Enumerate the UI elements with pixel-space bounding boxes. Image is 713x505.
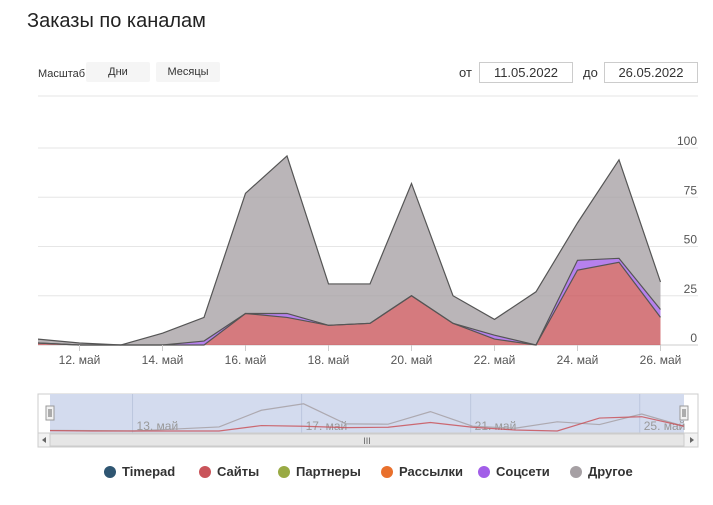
x-tick-label: 24. май [557,353,599,367]
legend-item[interactable]: Соцсети [478,462,550,482]
scroll-right-arrow-icon[interactable] [690,437,694,443]
navigator-tick-label: 17. май [306,419,348,433]
navigator-tick-label: 25. май [644,419,686,433]
x-tick-label: 14. май [142,353,184,367]
legend-marker-icon [570,466,582,478]
range-from-label: от [459,65,472,80]
series-line-Другое [38,154,662,346]
y-tick-label: 0 [690,331,697,345]
navigator-line-Сайты [49,416,685,432]
scrollbar-grip: III [363,436,371,446]
legend-item[interactable]: Рассылки [381,462,463,482]
x-tick-label: 22. май [474,353,516,367]
legend-marker-icon [104,466,116,478]
x-tick-label: 12. май [59,353,101,367]
orders-chart: 0 25 50 75 100 12. май 14. май 16. май 18. май 2… [37,95,699,448]
legend-item[interactable]: Другое [570,462,633,482]
legend-marker-icon [478,466,490,478]
legend-marker-icon [381,466,393,478]
legend-marker-icon [278,466,290,478]
x-tick-label: 26. май [640,353,682,367]
legend-label: Партнеры [296,464,361,479]
y-tick-label: 75 [684,183,698,197]
series-areas [38,154,662,346]
zoom-days-button[interactable]: Дни [86,62,150,82]
navigator-line-Другое [49,403,685,432]
scrollbar-thumb[interactable] [49,433,685,447]
y-tick-label: 25 [684,282,698,296]
chart-title: Заказы по каналам [27,10,206,32]
x-tick-label: 16. май [225,353,267,367]
legend-marker-icon [199,466,211,478]
range-to-input[interactable]: 26.05.2022 [604,62,698,83]
area-Другое [38,155,661,345]
x-axis: 12. май 14. май 16. май 18. май 20. май 22. м… [59,345,682,367]
y-tick-label: 50 [684,233,698,247]
scroll-left-arrow-icon[interactable] [42,437,46,443]
legend-item[interactable]: Timepad [104,462,175,482]
y-tick-label: 100 [677,134,697,148]
navigator-right-handle[interactable] [679,405,689,421]
navigator-left-handle[interactable] [45,405,55,421]
legend-label: Сайты [217,464,260,479]
legend-label: Другое [588,464,633,479]
legend-label: Timepad [122,464,176,479]
legend: Timepad Сайты Партнеры Рассылки Соцсети Друго… [0,462,713,482]
legend-item[interactable]: Сайты [199,462,259,482]
range-from-input[interactable]: 11.05.2022 [479,62,573,83]
zoom-label: Масштаб [38,68,86,80]
area-Сайты [38,262,661,345]
series-line-Соцсети [38,257,661,346]
x-tick-label: 20. май [391,353,433,367]
y-axis-ticks: 0 25 50 75 100 [677,134,697,345]
range-to-label: до [583,65,598,80]
legend-label: Соцсети [496,464,550,479]
zoom-months-button[interactable]: Месяцы [156,62,220,82]
navigator-tick-label: 21. май [475,419,517,433]
legend-label: Рассылки [399,464,464,479]
legend-item[interactable]: Партнеры [278,462,361,482]
x-tick-label: 18. май [308,353,350,367]
navigator-mask[interactable] [50,394,684,433]
